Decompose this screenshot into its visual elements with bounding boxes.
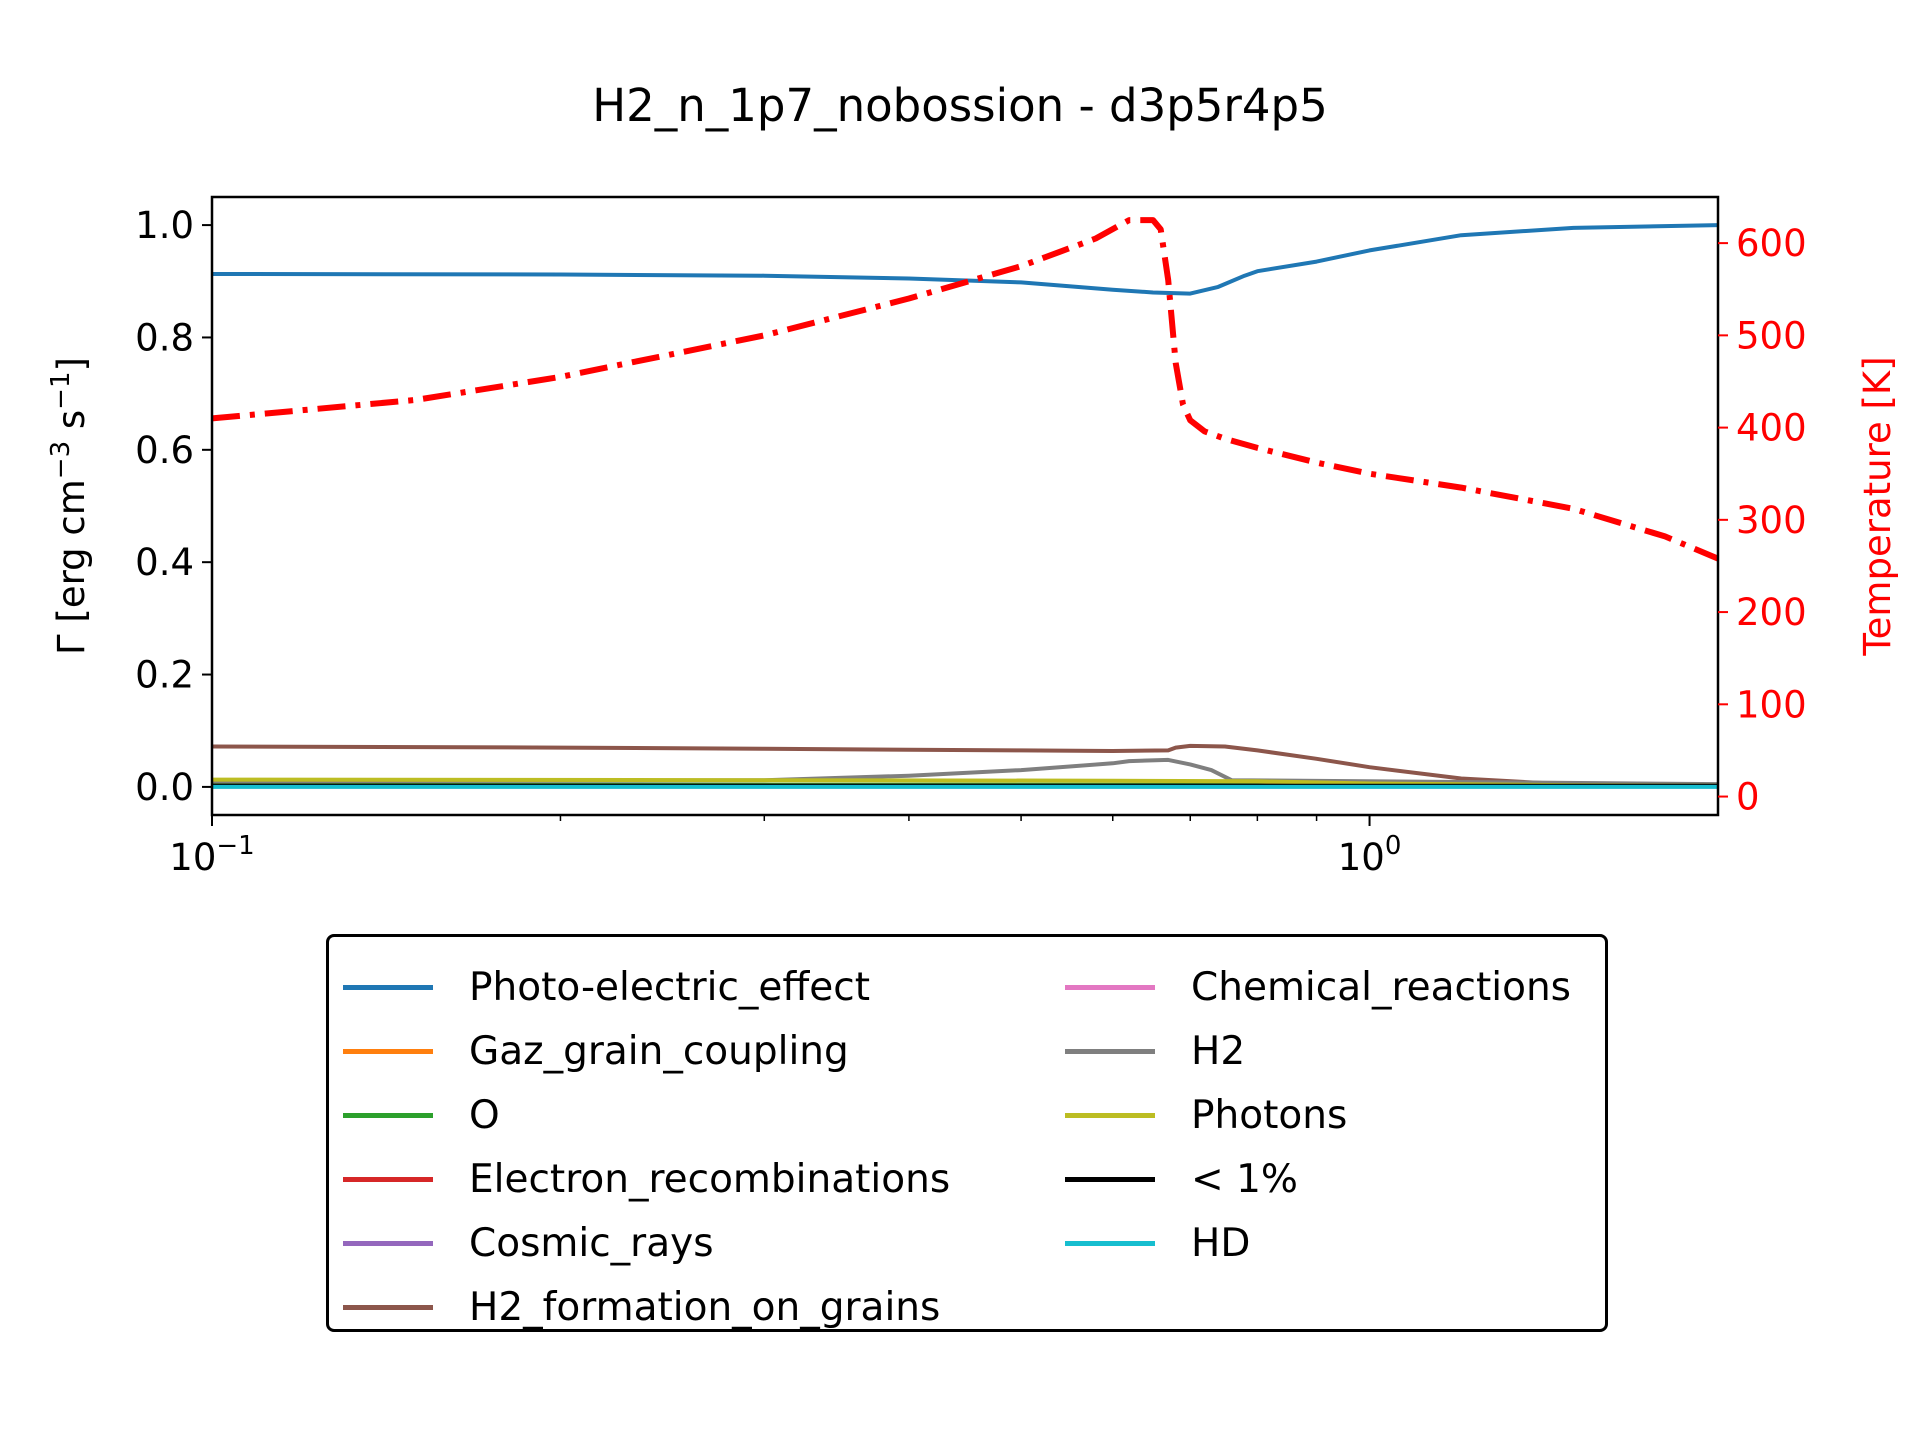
y-right-tick-label: 300 xyxy=(1736,499,1807,542)
y-left-tick-label: 0.2 xyxy=(135,654,194,697)
y-left-tick-label: 1.0 xyxy=(135,204,194,247)
legend-swatch xyxy=(1065,1240,1155,1246)
legend-item-o: O xyxy=(343,1083,950,1147)
y-right-tick-label: 400 xyxy=(1736,407,1807,450)
legend-label: Chemical_reactions xyxy=(1191,964,1571,1010)
legend-swatch xyxy=(343,984,433,990)
legend-swatch xyxy=(1065,1176,1155,1182)
legend-column-2: Chemical_reactions H2 Photons < 1% HD xyxy=(1065,955,1571,1275)
legend-label: Cosmic_rays xyxy=(469,1220,714,1266)
legend-label: Photo-electric_effect xyxy=(469,964,871,1010)
legend-column-1: Photo-electric_effect Gaz_grain_coupling… xyxy=(343,955,950,1339)
series-line-h2-formation-on-grains xyxy=(211,743,1719,788)
x-tick-label: 100 xyxy=(1338,831,1402,879)
legend-item-hd: HD xyxy=(1065,1211,1571,1275)
legend-swatch xyxy=(343,1304,433,1310)
series-line-h2 xyxy=(211,757,1719,787)
temperature-line xyxy=(211,217,1720,562)
legend-item-h2: H2 xyxy=(1065,1019,1571,1083)
y-left-tick-label: 0.8 xyxy=(135,316,194,359)
legend-label: Electron_recombinations xyxy=(469,1156,951,1202)
y-right-tick-label: 0 xyxy=(1736,776,1760,819)
y-left-axis-label: Γ [erg cm−3 s−1] xyxy=(46,357,93,655)
legend-item-h2-formation: H2_formation_on_grains xyxy=(343,1275,950,1339)
legend-label: Photons xyxy=(1191,1092,1348,1138)
legend-swatch xyxy=(1065,1048,1155,1054)
legend: Photo-electric_effect Gaz_grain_coupling… xyxy=(326,934,1608,1332)
legend-swatch xyxy=(343,1048,433,1054)
legend-swatch xyxy=(343,1176,433,1182)
x-tick-label: 10−1 xyxy=(169,831,254,879)
legend-label: H2_formation_on_grains xyxy=(469,1284,941,1330)
legend-label: Gaz_grain_coupling xyxy=(469,1028,849,1074)
legend-item-under-1pct: < 1% xyxy=(1065,1147,1571,1211)
y-left-tick-label: 0.4 xyxy=(135,541,194,584)
legend-swatch xyxy=(343,1240,433,1246)
legend-item-cosmic: Cosmic_rays xyxy=(343,1211,950,1275)
y-left-tick-label: 0.0 xyxy=(135,766,194,809)
legend-label: O xyxy=(469,1092,500,1138)
legend-label: H2 xyxy=(1191,1028,1246,1074)
y-right-tick-label: 100 xyxy=(1736,683,1807,726)
series-layer xyxy=(211,217,1720,789)
legend-label: < 1% xyxy=(1191,1156,1298,1202)
y-right-tick-label: 200 xyxy=(1736,591,1807,634)
legend-item-chemical: Chemical_reactions xyxy=(1065,955,1571,1019)
y-right-axis-label: Temperature [K] xyxy=(1856,356,1899,656)
legend-item-electron: Electron_recombinations xyxy=(343,1147,950,1211)
plot-frame xyxy=(210,195,1720,817)
series-line-photo-electric-effect xyxy=(211,223,1719,296)
legend-item-photo-electric: Photo-electric_effect xyxy=(343,955,950,1019)
legend-swatch xyxy=(343,1112,433,1118)
legend-label: HD xyxy=(1191,1220,1251,1266)
chart-title: H2_n_1p7_nobossion - d3p5r4p5 xyxy=(592,79,1327,132)
legend-swatch xyxy=(1065,1112,1155,1118)
axes-layer: 0.0 0.2 0.4 0.6 0.8 1.0 0 100 200 300 400 500 600 10−… xyxy=(46,195,1899,879)
y-right-tick-label: 500 xyxy=(1736,314,1807,357)
legend-item-gaz-grain: Gaz_grain_coupling xyxy=(343,1019,950,1083)
legend-item-photons: Photons xyxy=(1065,1083,1571,1147)
y-right-tick-label: 600 xyxy=(1736,222,1807,265)
legend-swatch xyxy=(1065,984,1155,990)
y-left-tick-label: 0.6 xyxy=(135,429,194,472)
